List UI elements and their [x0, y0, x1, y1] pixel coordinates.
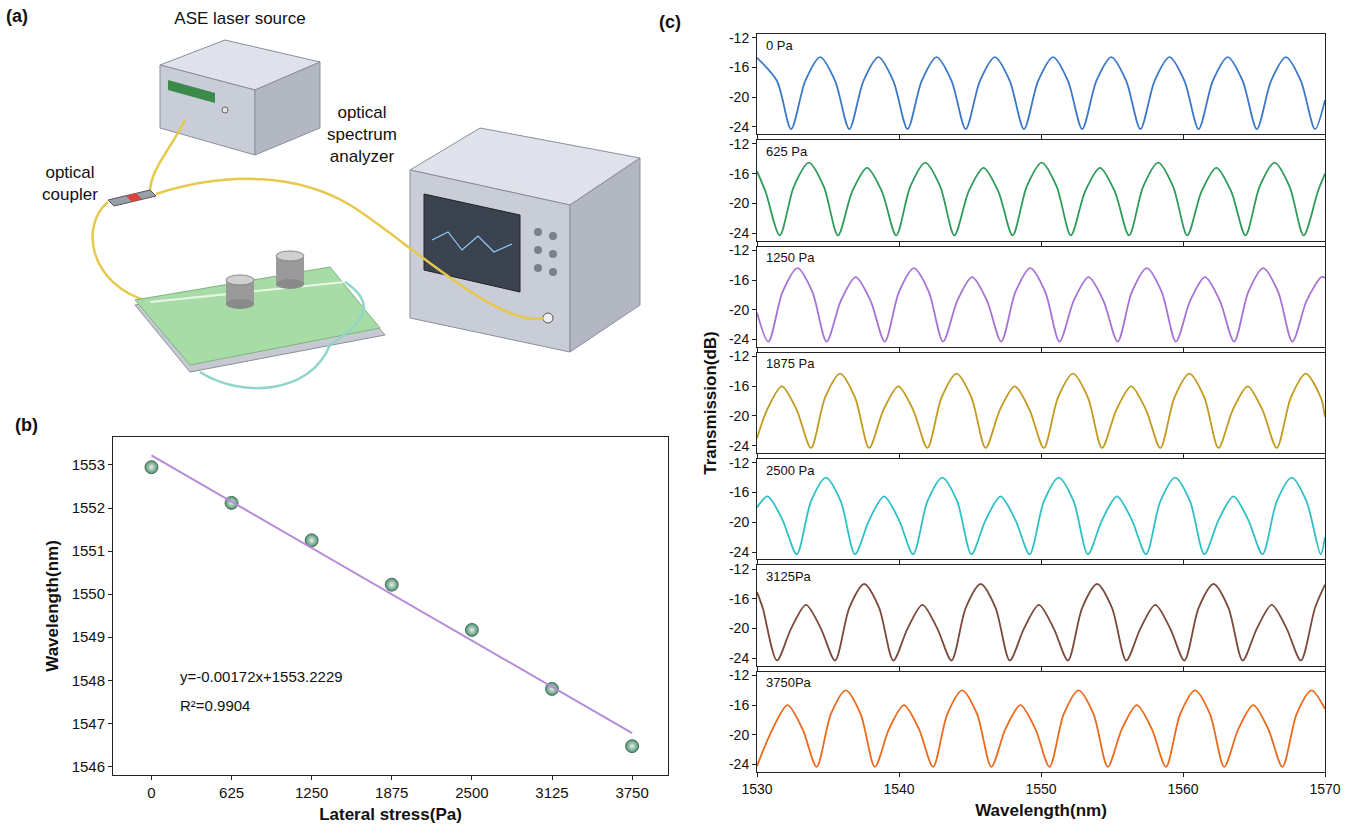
- svg-text:3750: 3750: [615, 784, 648, 801]
- svg-text:1552: 1552: [72, 499, 105, 516]
- svg-text:Transmission(dB): Transmission(dB): [701, 331, 720, 475]
- svg-text:-20: -20: [729, 620, 749, 636]
- svg-text:0: 0: [147, 784, 155, 801]
- svg-text:-20: -20: [729, 302, 749, 318]
- svg-text:-12: -12: [729, 348, 749, 364]
- svg-text:-16: -16: [729, 59, 749, 75]
- svg-text:3125: 3125: [535, 784, 568, 801]
- svg-text:-24: -24: [729, 331, 749, 347]
- svg-text:-20: -20: [729, 195, 749, 211]
- svg-text:-12: -12: [729, 242, 749, 258]
- svg-text:-16: -16: [729, 378, 749, 394]
- svg-text:1875: 1875: [375, 784, 408, 801]
- svg-text:(b): (b): [15, 415, 38, 435]
- svg-text:y=-0.00172x+1553.2229: y=-0.00172x+1553.2229: [180, 668, 343, 685]
- svg-text:1550: 1550: [72, 585, 105, 602]
- svg-text:optical: optical: [337, 103, 386, 122]
- svg-text:1549: 1549: [72, 628, 105, 645]
- svg-text:-16: -16: [729, 484, 749, 500]
- svg-text:2500: 2500: [455, 784, 488, 801]
- svg-text:-12: -12: [729, 455, 749, 471]
- svg-text:1551: 1551: [72, 542, 105, 559]
- svg-text:3125Pa: 3125Pa: [766, 569, 812, 584]
- svg-text:1547: 1547: [72, 715, 105, 732]
- svg-text:-24: -24: [729, 650, 749, 666]
- svg-text:1530: 1530: [741, 781, 772, 797]
- svg-text:-24: -24: [729, 544, 749, 560]
- svg-text:1560: 1560: [1167, 781, 1198, 797]
- svg-text:625: 625: [219, 784, 244, 801]
- svg-text:-16: -16: [729, 591, 749, 607]
- svg-text:-24: -24: [729, 225, 749, 241]
- svg-text:1875 Pa: 1875 Pa: [766, 356, 815, 371]
- svg-text:(c): (c): [659, 12, 681, 32]
- svg-text:-12: -12: [729, 667, 749, 683]
- svg-text:1540: 1540: [883, 781, 914, 797]
- svg-text:1553: 1553: [72, 456, 105, 473]
- svg-text:ASE laser source: ASE laser source: [174, 9, 305, 28]
- svg-text:-16: -16: [729, 166, 749, 182]
- svg-text:Wavelength(nm): Wavelength(nm): [975, 801, 1107, 820]
- svg-text:analyzer: analyzer: [330, 147, 395, 166]
- svg-text:Lateral stress(Pa): Lateral stress(Pa): [319, 805, 462, 824]
- svg-text:-20: -20: [729, 89, 749, 105]
- svg-text:-20: -20: [729, 408, 749, 424]
- svg-text:coupler: coupler: [42, 185, 98, 204]
- svg-text:1550: 1550: [1025, 781, 1056, 797]
- svg-text:1548: 1548: [72, 672, 105, 689]
- svg-text:3750Pa: 3750Pa: [766, 675, 812, 690]
- svg-text:0 Pa: 0 Pa: [766, 38, 794, 53]
- svg-text:625 Pa: 625 Pa: [766, 144, 808, 159]
- svg-text:R²=0.9904: R²=0.9904: [180, 697, 250, 714]
- svg-text:-20: -20: [729, 514, 749, 530]
- svg-text:-24: -24: [729, 756, 749, 772]
- svg-text:-24: -24: [729, 438, 749, 454]
- svg-text:optical: optical: [45, 163, 94, 182]
- svg-text:1250: 1250: [295, 784, 328, 801]
- svg-text:1250 Pa: 1250 Pa: [766, 250, 815, 265]
- svg-text:Wavelength(nm): Wavelength(nm): [43, 540, 62, 672]
- svg-text:(a): (a): [6, 6, 28, 26]
- svg-text:-24: -24: [729, 119, 749, 135]
- svg-text:spectrum: spectrum: [327, 125, 397, 144]
- svg-text:1546: 1546: [72, 758, 105, 775]
- svg-text:-12: -12: [729, 136, 749, 152]
- svg-text:1570: 1570: [1309, 781, 1340, 797]
- svg-text:-12: -12: [729, 561, 749, 577]
- svg-text:-12: -12: [729, 30, 749, 46]
- svg-text:2500 Pa: 2500 Pa: [766, 463, 815, 478]
- svg-text:-20: -20: [729, 727, 749, 743]
- svg-text:-16: -16: [729, 272, 749, 288]
- svg-text:-16: -16: [729, 697, 749, 713]
